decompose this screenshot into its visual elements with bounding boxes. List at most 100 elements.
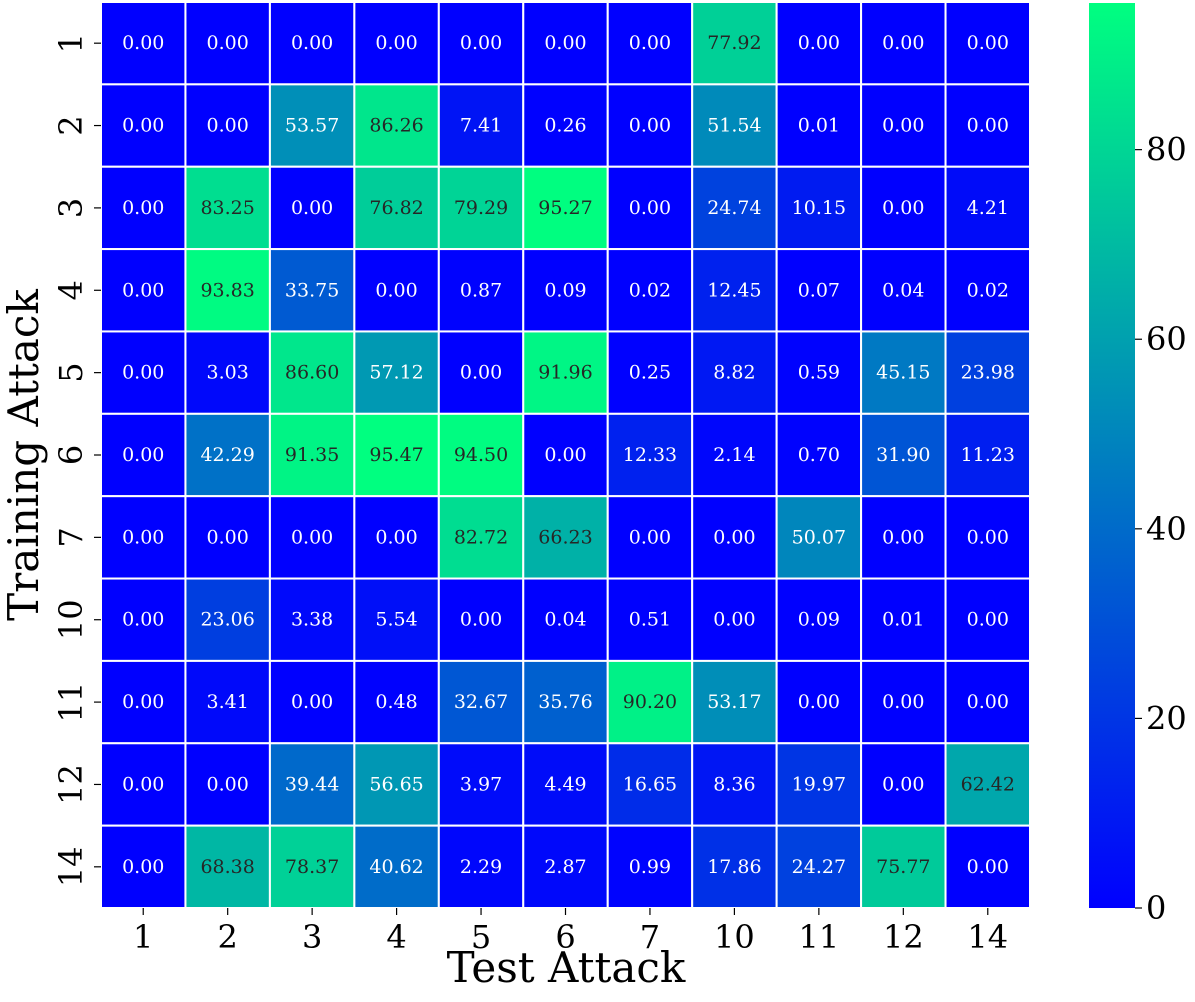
cell-value-label: 0.51 [629, 609, 671, 631]
x-tick-label: 14 [967, 918, 1008, 956]
x-tick-label: 12 [883, 918, 924, 956]
colorbar-tick-label: 60 [1146, 320, 1187, 358]
cell-value-label: 0.09 [544, 279, 586, 301]
y-axis-title: Training Attack [0, 289, 48, 621]
heatmap-cell [775, 412, 863, 498]
heatmap-cell [606, 659, 694, 745]
heatmap-cell [775, 83, 863, 168]
cell-value-label: 32.67 [454, 691, 508, 713]
cell-value-label: 24.27 [792, 856, 846, 878]
cell-value-label: 0.00 [291, 197, 333, 219]
y-tick-label: 6 [52, 445, 90, 465]
heatmap-cell [437, 165, 525, 251]
colorbar-gradient [1089, 3, 1135, 908]
cell-value-label: 0.00 [798, 32, 840, 54]
cell-value-label: 0.01 [882, 609, 924, 631]
cell-value-label: 0.26 [544, 115, 586, 137]
cell-value-label: 95.47 [369, 444, 423, 466]
cell-value-label: 12.45 [707, 279, 761, 301]
cell-value-label: 0.70 [798, 444, 840, 466]
heatmap-cell [184, 330, 271, 415]
cell-value-label: 51.54 [707, 115, 761, 137]
cell-value-label: 76.82 [369, 197, 423, 219]
cell-value-label: 33.75 [285, 279, 339, 301]
heatmap-cell [944, 165, 1032, 251]
x-tick-label: 11 [799, 918, 840, 956]
cell-value-label: 0.87 [460, 279, 502, 301]
cell-value-label: 94.50 [454, 444, 508, 466]
heatmap-cell [100, 495, 187, 580]
heatmap-cell [691, 742, 778, 827]
cell-value-label: 3.38 [291, 609, 333, 631]
cell-value-label: 3.41 [207, 691, 249, 713]
cell-value-label: 0.00 [460, 362, 502, 384]
cell-value-label: 62.42 [961, 773, 1015, 795]
heatmap-cell [522, 330, 609, 415]
cell-value-label: 53.57 [285, 115, 339, 137]
heatmap-cell [944, 824, 1032, 909]
x-tick-label: 7 [640, 918, 660, 956]
y-tick-label: 11 [52, 682, 90, 723]
cell-value-label: 23.06 [200, 609, 254, 631]
cell-value-label: 35.76 [538, 691, 592, 713]
heatmap-cell [268, 330, 356, 415]
cell-value-label: 0.02 [967, 279, 1009, 301]
x-tick-label: 10 [714, 918, 755, 956]
x-tick-label: 3 [302, 918, 322, 956]
heatmap-cell [691, 83, 778, 168]
x-tick-label: 1 [133, 918, 153, 956]
heatmap-cell [860, 824, 947, 909]
cell-value-label: 91.35 [285, 444, 339, 466]
y-tick-label: 3 [52, 198, 90, 218]
cell-value-label: 0.00 [967, 856, 1009, 878]
cell-value-label: 0.00 [122, 362, 164, 384]
cell-value-label: 0.00 [629, 32, 671, 54]
cell-value-label: 0.00 [798, 691, 840, 713]
heatmap-cell [268, 495, 356, 580]
cell-value-label: 0.00 [713, 526, 755, 548]
heatmap-cell [437, 742, 525, 827]
cell-value-label: 8.36 [713, 773, 755, 795]
heatmap-cell [860, 330, 947, 415]
heatmap-cell [184, 1, 271, 86]
heatmap-cell [184, 577, 271, 662]
cell-value-label: 0.00 [375, 279, 417, 301]
cell-value-label: 24.74 [707, 197, 761, 219]
heatmap-cell [944, 495, 1032, 580]
cell-value-label: 0.00 [122, 691, 164, 713]
heatmap-cell [522, 742, 609, 827]
cell-value-label: 0.00 [544, 444, 586, 466]
cell-value-label: 4.49 [544, 773, 586, 795]
heatmap-cell [268, 742, 356, 827]
cell-value-label: 0.00 [122, 526, 164, 548]
heatmap-cell [944, 330, 1032, 415]
y-tick-label: 10 [52, 599, 90, 640]
cell-value-label: 0.00 [122, 32, 164, 54]
cell-value-label: 7.41 [460, 115, 502, 137]
heatmap-cell [775, 659, 863, 745]
cell-value-label: 0.00 [291, 691, 333, 713]
cell-value-label: 66.23 [538, 526, 592, 548]
heatmap-cell [522, 1, 609, 86]
cell-value-label: 0.04 [882, 279, 924, 301]
cell-value-label: 0.00 [460, 32, 502, 54]
cell-value-label: 10.15 [792, 197, 846, 219]
cell-value-label: 0.00 [122, 444, 164, 466]
heatmap-cell [184, 824, 271, 909]
cell-value-label: 0.00 [629, 197, 671, 219]
heatmap-cell [860, 248, 947, 333]
colorbar-tick-label: 40 [1146, 510, 1187, 548]
cell-value-label: 0.00 [291, 526, 333, 548]
heatmap-cell [775, 248, 863, 333]
cell-value-label: 0.00 [207, 526, 249, 548]
cell-value-label: 0.00 [882, 691, 924, 713]
heatmap-cells: 0.00 0.00 0.00 0.00 0.00 0.00 0.00 77.92 0.00 0.0… [100, 1, 1032, 909]
heatmap-cell [860, 659, 947, 745]
heatmap-cell [100, 577, 187, 662]
heatmap-cell [691, 824, 778, 909]
cell-value-label: 0.00 [207, 32, 249, 54]
cell-value-label: 56.65 [369, 773, 423, 795]
x-tick-label: 6 [555, 918, 575, 956]
heatmap-cell [437, 330, 525, 415]
heatmap-cell [353, 248, 440, 333]
